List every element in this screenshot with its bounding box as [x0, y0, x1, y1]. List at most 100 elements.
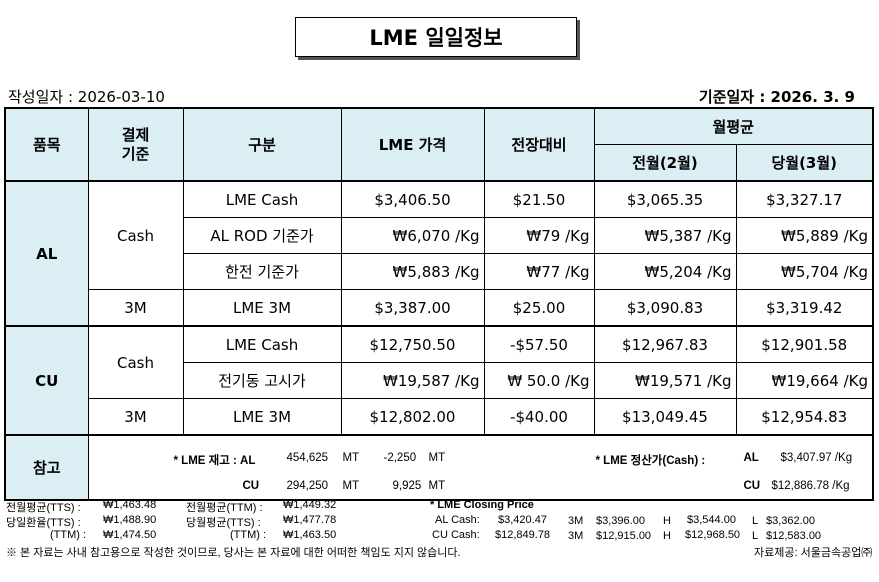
prev-month-avg: $3,065.35	[593, 180, 737, 218]
closing-3m-label: 3M	[568, 530, 584, 542]
closing-cu-high: $12,968.50	[685, 529, 741, 541]
lme-price: $3,406.50	[340, 180, 485, 218]
table-row: 전기동 고시가 ₩19,587 /Kg ₩ 50.0 /Kg ₩19,571 /…	[5, 362, 874, 399]
cur-month-avg: $3,327.17	[735, 180, 874, 218]
price-table: 품목 결제 기준 구분 LME 가격 전장대비 월평균 전월(2월) 당월(3월…	[4, 107, 874, 501]
fx-label: 전월평균(TTS) :	[6, 502, 81, 514]
header-change: 전장대비	[483, 107, 595, 182]
item-cu: CU	[4, 325, 89, 436]
lme-price: ₩5,883 /Kg	[340, 253, 485, 290]
fx-value: ₩1,463.50	[283, 529, 337, 541]
item-al: AL	[4, 180, 89, 327]
table-row: CU Cash LME Cash $12,750.50 -$57.50 $12,…	[4, 325, 874, 436]
lme-price: $3,387.00	[340, 289, 485, 327]
category: AL ROD 기준가	[182, 217, 342, 254]
cur-month-avg: ₩19,664 /Kg	[735, 362, 874, 399]
category: LME 3M	[182, 398, 342, 436]
category: LME Cash	[182, 180, 342, 218]
fx-value: ₩1,463.48	[103, 499, 157, 511]
lme-price: $12,802.00	[340, 398, 485, 436]
settle-cu: $12,886.78 /Kg	[771, 480, 850, 492]
table-row: AL Cash LME Cash $3,406.50 $21.50 $3,065…	[4, 180, 874, 327]
closing-cu-cash: $12,849.78	[495, 529, 551, 541]
fx-value: ₩1,449.32	[283, 499, 337, 511]
closing-l-label: L	[752, 515, 759, 527]
stock-al-change: -2,250	[383, 452, 417, 464]
header-cur-month: 당월(3월)	[735, 144, 874, 182]
cur-month-avg: $12,901.58	[735, 325, 874, 363]
fx-label: (TTM) :	[50, 529, 87, 541]
stock-al: 454,625	[286, 452, 329, 464]
closing-h-label: H	[663, 530, 671, 542]
header-monthly-avg: 월평균	[593, 107, 874, 145]
closing-cu-low: $12,583.00	[766, 530, 822, 542]
change: -$57.50	[483, 325, 595, 363]
change: -$40.00	[483, 398, 595, 436]
settle-cu-label: CU	[743, 480, 761, 492]
closing-al-high: $3,544.00	[687, 514, 736, 526]
closing-al-3m: $3,396.00	[596, 515, 645, 527]
closing-cu-3m: $12,915.00	[596, 530, 652, 542]
settle-label: * LME 정산가(Cash) :	[595, 455, 706, 467]
prev-month-avg: ₩5,204 /Kg	[593, 253, 737, 290]
change: ₩77 /Kg	[483, 253, 595, 290]
unit: MT	[342, 480, 360, 492]
prev-month-avg: $12,967.83	[593, 325, 737, 363]
cur-month-avg: $3,319.42	[735, 289, 874, 327]
category: 전기동 고시가	[182, 362, 342, 399]
lme-price: ₩19,587 /Kg	[340, 362, 485, 399]
closing-al-low: $3,362.00	[766, 515, 815, 527]
header-prev-month: 전월(2월)	[593, 144, 737, 182]
closing-h-label: H	[663, 515, 671, 527]
settle-3m: 3M	[87, 289, 184, 327]
lme-price: ₩6,070 /Kg	[340, 217, 485, 254]
table-row: 3M LME 3M $3,387.00 $25.00 $3,090.83 $3,…	[5, 289, 874, 327]
fx-label: 당일환율(TTS) :	[6, 517, 81, 529]
table-row: AL ROD 기준가 ₩6,070 /Kg ₩79 /Kg ₩5,387 /Kg…	[5, 217, 874, 254]
fx-value: ₩1,488.90	[103, 514, 157, 526]
closing-al-cash: $3,420.47	[498, 514, 547, 526]
unit: MT	[342, 452, 360, 464]
written-date: 작성일자 : 2026-03-10	[8, 88, 165, 106]
category: 한전 기준가	[182, 253, 342, 290]
settle-al-label: AL	[743, 452, 759, 464]
closing-l-label: L	[752, 530, 759, 542]
reference-label: 참고	[4, 434, 89, 501]
unit: MT	[428, 480, 446, 492]
closing-title: * LME Closing Price	[430, 499, 534, 511]
reference-row: 참고 * LME 재고 : AL 454,625 MT -2,250 MT CU…	[4, 434, 874, 501]
stock-cu: 294,250	[286, 480, 329, 492]
header-lme-price: LME 가격	[340, 107, 485, 182]
prev-month-avg: ₩19,571 /Kg	[593, 362, 737, 399]
change: $21.50	[483, 180, 595, 218]
lme-price: $12,750.50	[340, 325, 485, 363]
reference-box: * LME 재고 : AL 454,625 MT -2,250 MT CU 29…	[89, 436, 873, 499]
base-date: 기준일자 : 2026. 3. 9	[698, 88, 855, 106]
stock-label: * LME 재고 : AL	[173, 455, 256, 467]
fx-value: ₩1,477.78	[283, 514, 337, 526]
disclaimer: ※ 본 자료는 사내 참고용으로 작성한 것이므로, 당사는 본 자료에 대한 …	[6, 547, 461, 559]
table-row: 한전 기준가 ₩5,883 /Kg ₩77 /Kg ₩5,204 /Kg ₩5,…	[5, 253, 874, 290]
prev-month-avg: ₩5,387 /Kg	[593, 217, 737, 254]
cur-month-avg: ₩5,889 /Kg	[735, 217, 874, 254]
settle-cash: Cash	[87, 180, 184, 290]
stock-cu-change: 9,925	[392, 480, 422, 492]
closing-3m-label: 3M	[568, 515, 584, 527]
closing-al-label: AL Cash:	[435, 514, 480, 526]
table-row: 3M LME 3M $12,802.00 -$40.00 $13,049.45 …	[5, 398, 874, 436]
cur-month-avg: $12,954.83	[735, 398, 874, 436]
closing-cu-label: CU Cash:	[432, 529, 480, 541]
settle-cash: Cash	[87, 325, 184, 399]
header-settle: 결제 기준	[87, 107, 184, 182]
prev-month-avg: $13,049.45	[593, 398, 737, 436]
fx-label: 당월평균(TTS) :	[186, 517, 261, 529]
data-source: 자료제공: 서울금속공업㈜	[754, 547, 873, 559]
prev-month-avg: $3,090.83	[593, 289, 737, 327]
fx-value: ₩1,474.50	[103, 529, 157, 541]
stock-cu-label: CU	[242, 480, 260, 492]
fx-label: (TTM) :	[230, 529, 267, 541]
category: LME Cash	[182, 325, 342, 363]
category: LME 3M	[182, 289, 342, 327]
header-category: 구분	[182, 107, 342, 182]
unit: MT	[428, 452, 446, 464]
